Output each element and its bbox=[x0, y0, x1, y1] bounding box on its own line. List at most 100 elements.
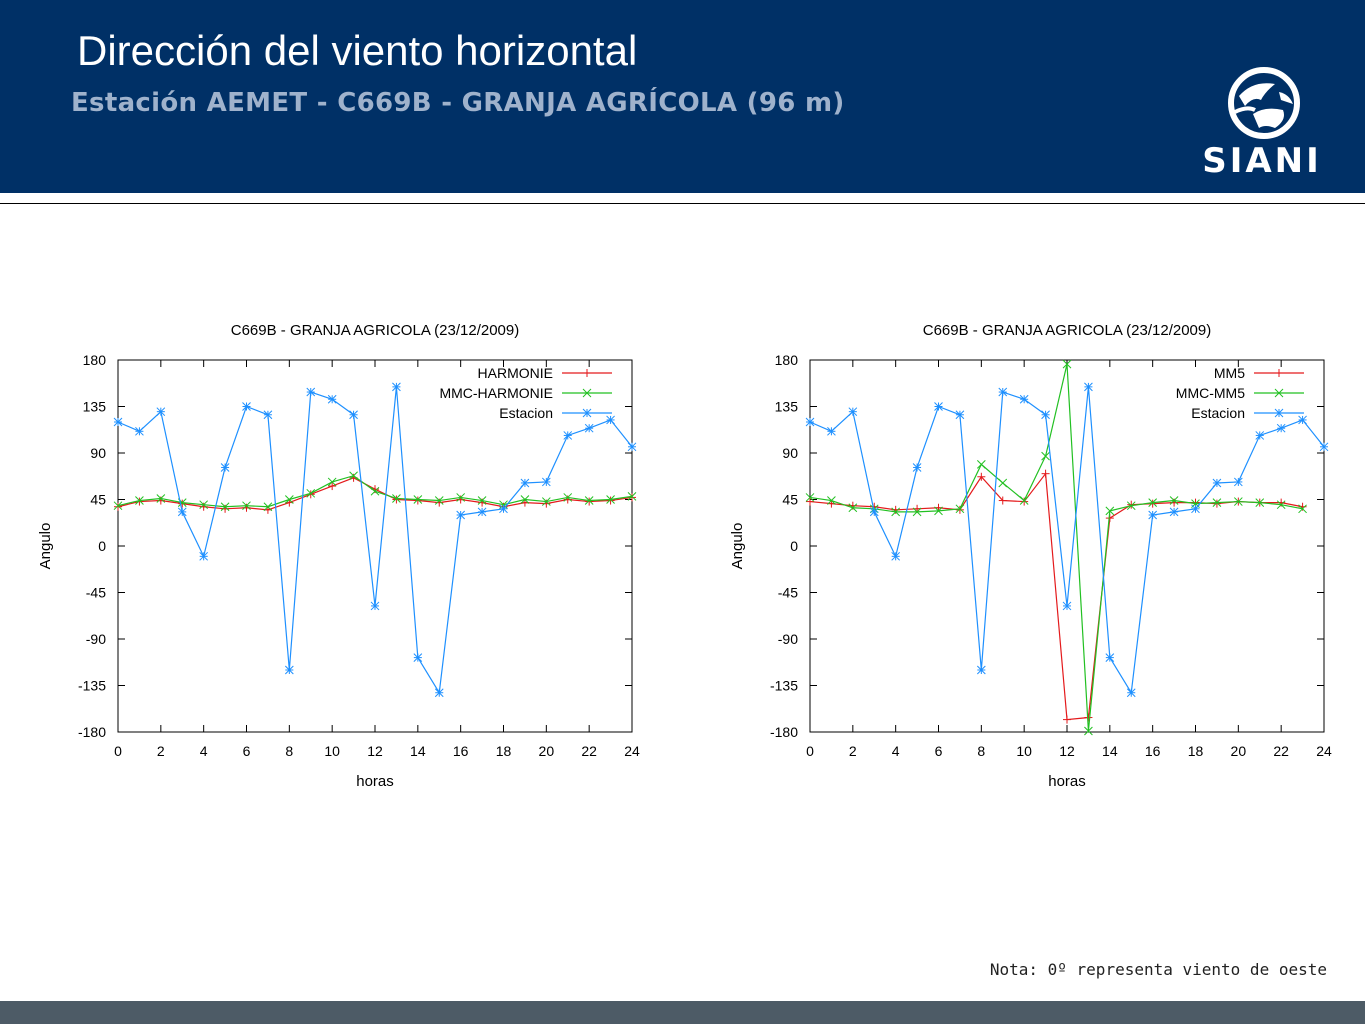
data-point bbox=[827, 426, 836, 436]
data-point bbox=[477, 496, 487, 505]
y-tick-label: 0 bbox=[790, 538, 798, 554]
x-tick-label: 24 bbox=[1316, 743, 1332, 759]
data-point bbox=[413, 653, 423, 662]
data-point bbox=[263, 502, 273, 512]
data-point bbox=[1212, 498, 1222, 507]
x-tick-label: 10 bbox=[1016, 743, 1032, 759]
data-point bbox=[955, 504, 965, 514]
legend-label: MMC-MM5 bbox=[1176, 385, 1245, 401]
data-point bbox=[1148, 498, 1158, 507]
series-estacion bbox=[805, 382, 1329, 698]
y-tick-label: -45 bbox=[86, 585, 106, 601]
data-point bbox=[349, 471, 358, 481]
data-point bbox=[1019, 394, 1029, 404]
y-tick-label: 45 bbox=[782, 492, 798, 508]
x-tick-label: 8 bbox=[285, 743, 293, 759]
data-point bbox=[306, 387, 316, 397]
data-point bbox=[606, 495, 615, 504]
x-tick-label: 16 bbox=[453, 743, 469, 759]
data-point bbox=[284, 495, 294, 504]
data-point bbox=[1020, 497, 1029, 506]
data-point bbox=[1084, 382, 1093, 392]
data-point bbox=[976, 460, 986, 469]
x-tick-label: 20 bbox=[539, 743, 555, 759]
data-point bbox=[891, 507, 901, 517]
legend-label: HARMONIE bbox=[478, 365, 553, 381]
data-point bbox=[1127, 500, 1136, 509]
data-point bbox=[392, 382, 401, 392]
series-line bbox=[117, 477, 633, 511]
data-point bbox=[220, 502, 230, 512]
data-point bbox=[520, 478, 530, 488]
x-tick-label: 14 bbox=[1102, 743, 1118, 759]
footer-bar bbox=[0, 1001, 1365, 1024]
data-point bbox=[606, 496, 615, 505]
legend-marker bbox=[1275, 369, 1283, 377]
plot-frame bbox=[809, 359, 1325, 733]
x-tick-label: 12 bbox=[1059, 743, 1075, 759]
data-point bbox=[563, 495, 572, 504]
data-point bbox=[1062, 601, 1072, 611]
y-axis-label: Angulo bbox=[729, 523, 746, 570]
data-point bbox=[220, 463, 230, 472]
data-point bbox=[1063, 715, 1071, 724]
series-estacion bbox=[113, 382, 637, 698]
data-point bbox=[805, 493, 815, 502]
data-point bbox=[284, 665, 294, 675]
data-point bbox=[156, 407, 166, 417]
data-point bbox=[1169, 507, 1179, 517]
data-point bbox=[306, 488, 316, 498]
data-point bbox=[392, 494, 401, 503]
data-point bbox=[1212, 499, 1221, 508]
data-point bbox=[976, 665, 986, 675]
series-line bbox=[809, 363, 1303, 732]
data-point bbox=[1191, 504, 1200, 514]
data-point bbox=[912, 463, 922, 472]
data-point bbox=[1255, 498, 1265, 507]
chart-title: C669B - GRANJA AGRICOLA (23/12/2009) bbox=[231, 322, 519, 339]
data-point bbox=[1233, 497, 1243, 506]
data-point bbox=[1169, 496, 1179, 505]
slide-header: Dirección del viento horizontal Estación… bbox=[0, 0, 1365, 193]
y-axis-label: Angulo bbox=[37, 523, 54, 570]
data-point bbox=[848, 503, 858, 513]
y-tick-label: 180 bbox=[83, 352, 107, 368]
data-point bbox=[1105, 653, 1115, 662]
globe-icon bbox=[1228, 67, 1300, 139]
data-point bbox=[499, 504, 508, 514]
data-point bbox=[413, 496, 422, 505]
data-point bbox=[1062, 359, 1072, 369]
legend-marker bbox=[582, 388, 592, 398]
data-point bbox=[413, 495, 423, 504]
note-text: Nota: 0º representa viento de oeste bbox=[989, 960, 1327, 979]
data-point bbox=[113, 417, 123, 427]
data-point bbox=[199, 551, 209, 561]
legend-marker bbox=[1274, 388, 1284, 398]
data-point bbox=[606, 415, 615, 425]
x-tick-label: 4 bbox=[892, 743, 900, 759]
data-point bbox=[1126, 501, 1136, 511]
data-point bbox=[1298, 415, 1307, 425]
data-point bbox=[1233, 477, 1243, 487]
chart-mm5: C669B - GRANJA AGRICOLA (23/12/2009)1801… bbox=[729, 322, 1332, 790]
data-point bbox=[392, 495, 401, 504]
plot-frame bbox=[117, 359, 633, 733]
x-tick-label: 8 bbox=[977, 743, 985, 759]
data-point bbox=[1041, 451, 1050, 461]
y-tick-label: 135 bbox=[775, 399, 799, 415]
x-tick-label: 12 bbox=[367, 743, 383, 759]
x-tick-label: 6 bbox=[243, 743, 251, 759]
data-point bbox=[1105, 506, 1115, 516]
data-point bbox=[934, 402, 943, 411]
x-axis-label: horas bbox=[356, 773, 394, 790]
data-point bbox=[585, 497, 594, 506]
data-point bbox=[1276, 500, 1286, 510]
y-tick-label: -180 bbox=[770, 724, 798, 740]
chart-title: C669B - GRANJA AGRICOLA (23/12/2009) bbox=[923, 322, 1211, 339]
x-tick-label: 20 bbox=[1231, 743, 1247, 759]
series-line bbox=[809, 386, 1325, 695]
data-point bbox=[1298, 502, 1307, 511]
data-point bbox=[627, 492, 637, 501]
data-point bbox=[477, 507, 487, 517]
data-point bbox=[177, 507, 187, 517]
